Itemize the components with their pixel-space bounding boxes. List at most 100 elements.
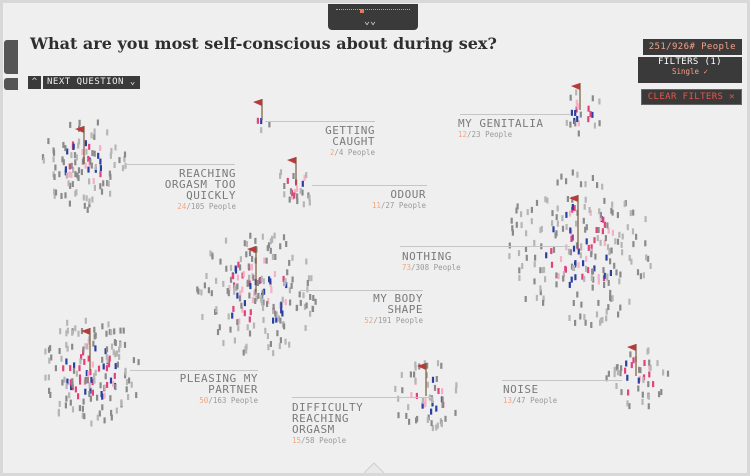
person-mark xyxy=(108,170,111,177)
person-mark xyxy=(581,273,584,280)
person-mark xyxy=(637,377,640,384)
person-mark xyxy=(571,204,574,210)
next-question-button[interactable]: NEXT QUESTION ⌄ xyxy=(43,76,140,89)
person-mark xyxy=(441,396,444,403)
person-mark xyxy=(245,347,248,354)
person-mark xyxy=(546,197,549,204)
person-mark xyxy=(587,244,590,251)
person-mark xyxy=(568,315,571,321)
person-mark xyxy=(252,274,255,281)
filter-single[interactable]: Single ✓ xyxy=(671,67,709,76)
clear-filters-button[interactable]: CLEAR FILTERS ✕ xyxy=(640,89,742,105)
person-mark xyxy=(68,200,71,207)
person-mark xyxy=(535,294,538,301)
progress-pager[interactable]: ⌄⌄ xyxy=(328,4,418,30)
person-mark xyxy=(454,409,457,416)
cluster-difficulty-reaching-orgasm[interactable] xyxy=(394,360,458,432)
person-mark xyxy=(598,120,601,127)
person-mark xyxy=(397,395,400,402)
person-mark xyxy=(229,326,232,333)
person-mark xyxy=(196,286,199,293)
person-mark xyxy=(587,116,590,123)
person-mark xyxy=(601,317,604,323)
label-nothing[interactable]: NOTHING 73/308 People xyxy=(402,251,492,273)
label-reaching-orgasm-too-quickly[interactable]: REACHING ORGASM TOO QUICKLY 24/105 Peopl… xyxy=(150,168,236,212)
person-mark xyxy=(570,236,573,242)
person-mark xyxy=(86,377,89,384)
person-mark xyxy=(617,311,620,318)
person-mark xyxy=(571,169,574,176)
label-odour[interactable]: ODOUR 11/27 People xyxy=(360,189,426,211)
person-mark xyxy=(61,379,64,386)
next-question-control[interactable]: ^ NEXT QUESTION ⌄ xyxy=(28,76,140,89)
person-mark xyxy=(207,287,210,294)
person-mark xyxy=(109,152,112,159)
person-mark xyxy=(267,344,270,351)
person-mark xyxy=(311,306,315,312)
person-mark xyxy=(73,362,76,369)
person-mark xyxy=(533,278,536,285)
label-noise[interactable]: NOISE 13/47 People xyxy=(503,384,583,406)
person-mark xyxy=(520,222,523,229)
cluster-odour[interactable] xyxy=(279,157,311,208)
person-mark xyxy=(524,296,527,302)
person-mark xyxy=(611,229,614,236)
person-mark xyxy=(597,227,600,233)
cluster-noise[interactable] xyxy=(605,344,670,410)
person-mark xyxy=(75,154,78,161)
cluster-my-genitalia[interactable] xyxy=(565,83,601,137)
person-mark xyxy=(271,235,274,242)
person-mark xyxy=(82,194,85,201)
person-mark xyxy=(306,280,309,286)
label-pleasing-my-partner[interactable]: PLEASING MY PARTNER 50/163 People xyxy=(160,373,258,406)
person-mark xyxy=(577,130,580,137)
person-mark xyxy=(81,412,84,419)
progress-marker xyxy=(360,9,364,13)
person-mark xyxy=(93,326,96,333)
label-getting-caught[interactable]: GETTING CAUGHT 2/4 People xyxy=(300,125,375,158)
person-mark xyxy=(74,386,77,393)
person-mark xyxy=(610,207,613,214)
label-text: GETTING xyxy=(325,124,375,137)
filters-panel[interactable]: FILTERS (1) Single ✓ xyxy=(638,57,742,83)
cluster-getting-caught[interactable] xyxy=(253,99,271,134)
person-mark xyxy=(62,365,65,372)
person-mark xyxy=(58,400,61,407)
label-difficulty-reaching-orgasm[interactable]: DIFFICULTY REACHING ORGASM 15/58 People xyxy=(292,402,382,446)
person-mark xyxy=(229,264,233,271)
person-mark xyxy=(269,341,272,347)
person-mark xyxy=(590,275,593,282)
person-mark xyxy=(238,318,241,325)
cluster-nothing[interactable] xyxy=(508,169,652,329)
person-mark xyxy=(296,198,299,205)
person-mark xyxy=(585,265,588,272)
cluster-reaching-orgasm-too-quickly[interactable] xyxy=(41,119,127,213)
label-my-genitalia[interactable]: MY GENITALIA 12/23 People xyxy=(458,118,558,140)
person-mark xyxy=(637,385,640,392)
person-mark xyxy=(405,412,408,419)
person-mark xyxy=(552,226,555,233)
person-mark xyxy=(87,166,90,173)
person-mark xyxy=(562,271,566,277)
person-mark xyxy=(415,392,418,399)
person-mark xyxy=(607,304,610,311)
cluster-pleasing-my-partner[interactable] xyxy=(44,317,140,427)
cluster-my-body-shape[interactable] xyxy=(196,232,317,357)
person-mark xyxy=(64,145,67,152)
chevron-up-icon[interactable]: ^ xyxy=(28,76,41,89)
person-mark xyxy=(50,354,53,361)
person-mark xyxy=(91,196,94,203)
person-mark xyxy=(83,202,86,209)
person-mark xyxy=(603,197,606,204)
person-mark xyxy=(99,183,102,190)
person-mark xyxy=(84,162,87,169)
label-my-body-shape[interactable]: MY BODY SHAPE 52/191 People xyxy=(340,293,423,326)
person-mark xyxy=(593,237,596,244)
person-mark xyxy=(279,243,282,250)
label-text: DIFFICULTY xyxy=(292,401,364,414)
person-mark xyxy=(285,282,288,289)
person-mark xyxy=(106,129,109,136)
chevron-down-icon[interactable]: ⌄⌄ xyxy=(364,16,377,27)
person-mark xyxy=(565,224,568,230)
person-mark xyxy=(58,171,61,178)
